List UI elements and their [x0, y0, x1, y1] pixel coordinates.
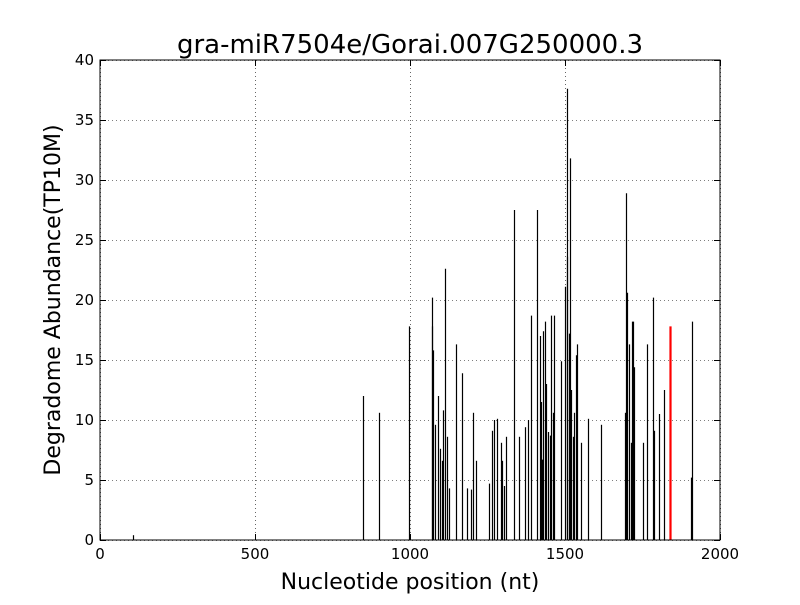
x-tick-label: 1500: [546, 545, 584, 563]
y-tick-label: 25: [75, 231, 94, 249]
y-tick-label: 0: [84, 531, 94, 549]
x-tick-label: 0: [95, 545, 105, 563]
x-axis-label: Nucleotide position (nt): [281, 570, 540, 595]
y-tick-label: 40: [75, 51, 94, 69]
x-tick-label: 1000: [391, 545, 429, 563]
y-axis-label: Degradome Abundance(TP10M): [41, 124, 66, 475]
ticks-layer: 0 500 1000 1500 2000 0 5 10 15 20 25 30 35 40: [75, 51, 739, 563]
y-tick-label: 20: [75, 291, 94, 309]
y-tick-label: 35: [75, 111, 94, 129]
y-tick-label: 15: [75, 351, 94, 369]
y-tick-label: 30: [75, 171, 94, 189]
y-tick-label: 5: [84, 471, 94, 489]
x-tick-label: 500: [241, 545, 270, 563]
y-tick-label: 10: [75, 411, 94, 429]
bars-layer: [132, 88, 694, 540]
chart-title: gra-miR7504e/Gorai.007G250000.3: [177, 30, 643, 60]
x-tick-label: 2000: [701, 545, 739, 563]
